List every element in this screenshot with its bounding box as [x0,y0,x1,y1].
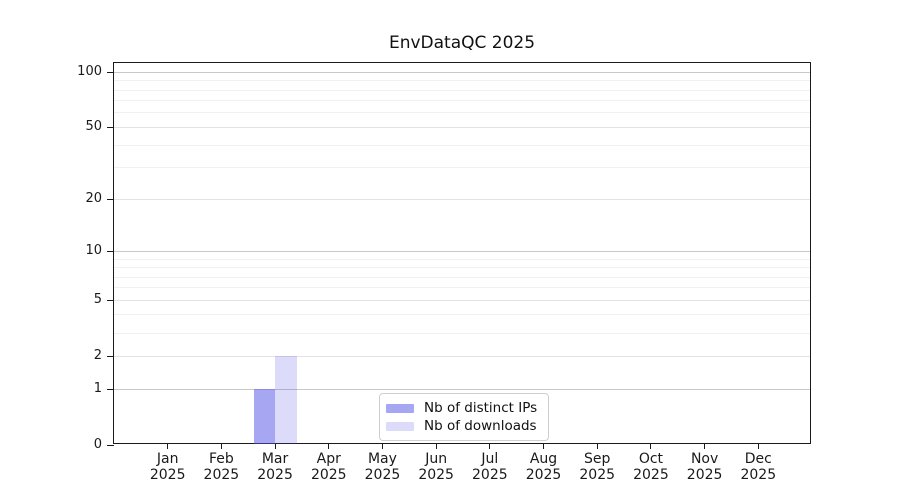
x-tick-label: Mar 2025 [257,451,293,483]
gridline-minor [114,144,810,146]
legend-swatch-downloads [386,421,414,431]
gridline [114,250,810,252]
x-tick-label: Dec 2025 [740,451,777,483]
x-axis-tick [167,444,169,449]
x-tick-label: Nov 2025 [686,451,723,483]
x-tick-label: May 2025 [364,451,401,483]
x-tick-label: Oct 2025 [633,451,669,483]
gridline-minor [114,314,810,316]
gridline [114,355,810,357]
gridline-minor [114,276,810,278]
legend-label-downloads: Nb of downloads [424,418,537,434]
gridline-minor [114,167,810,169]
y-axis-tick [107,71,114,73]
y-tick-label: 2 [93,348,102,364]
legend-label-distinct-ips: Nb of distinct IPs [424,400,538,416]
y-axis-tick [107,444,114,446]
gridline-minor [114,267,810,269]
x-axis-tick [435,444,437,449]
x-tick-label: Jan 2025 [149,451,186,483]
y-tick-label: 10 [85,243,102,259]
y-tick-label: 0 [93,437,102,452]
y-tick-label: 100 [77,64,102,80]
gridline-minor [114,100,810,102]
y-axis-tick [107,198,114,200]
gridline [114,299,810,301]
y-tick-label: 5 [93,292,102,308]
y-axis-tick [107,388,114,390]
y-tick-label: 1 [93,381,102,396]
y-axis-tick [107,299,114,301]
x-axis-tick [757,444,759,449]
gridline [114,71,810,73]
x-axis-tick [650,444,652,449]
y-axis-tick [107,250,114,252]
x-tick-label: Aug 2025 [525,451,562,483]
y-tick-label: 50 [85,119,102,135]
x-axis-tick [220,444,222,449]
x-tick-label: Jun 2025 [418,451,454,483]
x-axis-tick [704,444,706,449]
x-axis-tick [274,444,276,449]
x-axis-tick [381,444,383,449]
x-axis-tick [596,444,598,449]
y-axis-tick [107,126,114,128]
y-axis-tick [107,355,114,357]
chart-title: EnvDataQC 2025 [388,33,536,53]
x-tick-label: Sep 2025 [579,451,616,483]
gridline-minor [114,89,810,91]
gridline-minor [114,287,810,289]
gridline-minor [114,332,810,334]
legend-swatch-distinct-ips [386,403,414,413]
x-axis-tick [328,444,330,449]
gridline-minor [114,80,810,82]
x-tick-label: Feb 2025 [203,451,240,483]
legend-item-downloads: Nb of downloads [386,417,539,435]
gridline [114,388,810,390]
bar-downloads [275,356,297,444]
bar-distinct-ips [253,389,276,444]
y-tick-label: 20 [85,191,102,207]
gridline-minor [114,112,810,114]
x-axis-tick [489,444,491,449]
legend: Nb of distinct IPs Nb of downloads [379,393,549,441]
gridline [114,126,810,128]
x-tick-label: Jul 2025 [472,451,508,483]
gridline-minor [114,258,810,260]
x-tick-label: Apr 2025 [310,451,347,483]
x-axis-tick [543,444,545,449]
gridline [114,198,810,200]
legend-item-distinct-ips: Nb of distinct IPs [386,399,539,417]
plot-area: Nb of distinct IPs Nb of downloads 0 1 2 5 1… [77,62,811,483]
